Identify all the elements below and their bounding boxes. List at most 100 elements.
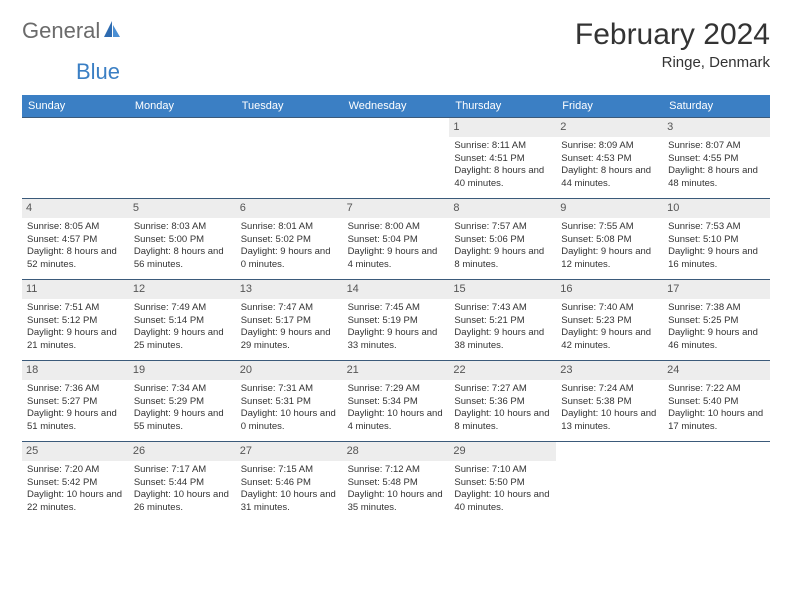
day-number: 1 — [449, 118, 556, 137]
day-number: 18 — [22, 361, 129, 380]
daylight-line: Daylight: 10 hours and 40 minutes. — [454, 489, 551, 515]
sunset-line: Sunset: 5:44 PM — [134, 477, 231, 490]
day-number: 4 — [22, 199, 129, 218]
day-info: Sunrise: 7:24 AMSunset: 5:38 PMDaylight:… — [561, 383, 658, 434]
day-cell: 21Sunrise: 7:29 AMSunset: 5:34 PMDayligh… — [343, 361, 450, 441]
sunrise-line: Sunrise: 8:11 AM — [454, 140, 551, 153]
sunrise-line: Sunrise: 7:38 AM — [668, 302, 765, 315]
day-info: Sunrise: 7:40 AMSunset: 5:23 PMDaylight:… — [561, 302, 658, 353]
day-info: Sunrise: 7:22 AMSunset: 5:40 PMDaylight:… — [668, 383, 765, 434]
day-header-cell: Monday — [129, 95, 236, 117]
daylight-line: Daylight: 10 hours and 13 minutes. — [561, 408, 658, 434]
daylight-line: Daylight: 10 hours and 31 minutes. — [241, 489, 338, 515]
empty-day-cell — [129, 118, 236, 198]
day-number: 28 — [343, 442, 450, 461]
sunrise-line: Sunrise: 7:51 AM — [27, 302, 124, 315]
sunrise-line: Sunrise: 7:15 AM — [241, 464, 338, 477]
sunset-line: Sunset: 5:06 PM — [454, 234, 551, 247]
day-cell: 7Sunrise: 8:00 AMSunset: 5:04 PMDaylight… — [343, 199, 450, 279]
sunset-line: Sunset: 5:19 PM — [348, 315, 445, 328]
day-number: 3 — [663, 118, 770, 137]
day-cell: 23Sunrise: 7:24 AMSunset: 5:38 PMDayligh… — [556, 361, 663, 441]
day-cell: 26Sunrise: 7:17 AMSunset: 5:44 PMDayligh… — [129, 442, 236, 522]
day-info: Sunrise: 7:38 AMSunset: 5:25 PMDaylight:… — [668, 302, 765, 353]
day-info: Sunrise: 7:57 AMSunset: 5:06 PMDaylight:… — [454, 221, 551, 272]
sunset-line: Sunset: 5:21 PM — [454, 315, 551, 328]
day-info: Sunrise: 7:20 AMSunset: 5:42 PMDaylight:… — [27, 464, 124, 515]
day-info: Sunrise: 8:11 AMSunset: 4:51 PMDaylight:… — [454, 140, 551, 191]
day-cell: 14Sunrise: 7:45 AMSunset: 5:19 PMDayligh… — [343, 280, 450, 360]
day-cell: 4Sunrise: 8:05 AMSunset: 4:57 PMDaylight… — [22, 199, 129, 279]
sunrise-line: Sunrise: 8:07 AM — [668, 140, 765, 153]
sunrise-line: Sunrise: 7:34 AM — [134, 383, 231, 396]
daylight-line: Daylight: 10 hours and 17 minutes. — [668, 408, 765, 434]
day-info: Sunrise: 8:00 AMSunset: 5:04 PMDaylight:… — [348, 221, 445, 272]
daylight-line: Daylight: 10 hours and 8 minutes. — [454, 408, 551, 434]
day-info: Sunrise: 8:09 AMSunset: 4:53 PMDaylight:… — [561, 140, 658, 191]
sunrise-line: Sunrise: 7:43 AM — [454, 302, 551, 315]
day-info: Sunrise: 7:53 AMSunset: 5:10 PMDaylight:… — [668, 221, 765, 272]
day-info: Sunrise: 7:31 AMSunset: 5:31 PMDaylight:… — [241, 383, 338, 434]
daylight-line: Daylight: 10 hours and 26 minutes. — [134, 489, 231, 515]
day-number: 13 — [236, 280, 343, 299]
day-number: 8 — [449, 199, 556, 218]
empty-day-cell — [556, 442, 663, 522]
day-info: Sunrise: 8:01 AMSunset: 5:02 PMDaylight:… — [241, 221, 338, 272]
day-info: Sunrise: 7:12 AMSunset: 5:48 PMDaylight:… — [348, 464, 445, 515]
day-cell: 29Sunrise: 7:10 AMSunset: 5:50 PMDayligh… — [449, 442, 556, 522]
daylight-line: Daylight: 8 hours and 48 minutes. — [668, 165, 765, 191]
daylight-line: Daylight: 10 hours and 22 minutes. — [27, 489, 124, 515]
day-header-cell: Tuesday — [236, 95, 343, 117]
day-number: 9 — [556, 199, 663, 218]
sunrise-line: Sunrise: 7:47 AM — [241, 302, 338, 315]
sunset-line: Sunset: 5:31 PM — [241, 396, 338, 409]
day-number: 16 — [556, 280, 663, 299]
sunrise-line: Sunrise: 7:17 AM — [134, 464, 231, 477]
sunset-line: Sunset: 5:34 PM — [348, 396, 445, 409]
daylight-line: Daylight: 10 hours and 4 minutes. — [348, 408, 445, 434]
sunrise-line: Sunrise: 7:22 AM — [668, 383, 765, 396]
sunrise-line: Sunrise: 7:57 AM — [454, 221, 551, 234]
sunset-line: Sunset: 5:04 PM — [348, 234, 445, 247]
sunrise-line: Sunrise: 7:12 AM — [348, 464, 445, 477]
sunset-line: Sunset: 4:51 PM — [454, 153, 551, 166]
day-cell: 17Sunrise: 7:38 AMSunset: 5:25 PMDayligh… — [663, 280, 770, 360]
daylight-line: Daylight: 8 hours and 52 minutes. — [27, 246, 124, 272]
week-row: 4Sunrise: 8:05 AMSunset: 4:57 PMDaylight… — [22, 198, 770, 279]
day-info: Sunrise: 7:29 AMSunset: 5:34 PMDaylight:… — [348, 383, 445, 434]
daylight-line: Daylight: 8 hours and 40 minutes. — [454, 165, 551, 191]
daylight-line: Daylight: 9 hours and 21 minutes. — [27, 327, 124, 353]
day-cell: 8 Sunrise: 7:57 AMSunset: 5:06 PMDaylight… — [449, 199, 556, 279]
sunset-line: Sunset: 4:55 PM — [668, 153, 765, 166]
day-number: 12 — [129, 280, 236, 299]
daylight-line: Daylight: 9 hours and 33 minutes. — [348, 327, 445, 353]
day-number: 6 — [236, 199, 343, 218]
day-cell: 20Sunrise: 7:31 AMSunset: 5:31 PMDayligh… — [236, 361, 343, 441]
day-cell: 10 Sunrise: 7:53 AMSunset: 5:10 PMDayligh… — [663, 199, 770, 279]
empty-day-cell — [343, 118, 450, 198]
sunset-line: Sunset: 5:17 PM — [241, 315, 338, 328]
day-number: 24 — [663, 361, 770, 380]
day-header-cell: Saturday — [663, 95, 770, 117]
daylight-line: Daylight: 10 hours and 35 minutes. — [348, 489, 445, 515]
sunrise-line: Sunrise: 8:05 AM — [27, 221, 124, 234]
sunset-line: Sunset: 5:48 PM — [348, 477, 445, 490]
empty-day-cell — [236, 118, 343, 198]
day-info: Sunrise: 7:55 AMSunset: 5:08 PMDaylight:… — [561, 221, 658, 272]
logo-text-general: General — [22, 18, 100, 44]
sunrise-line: Sunrise: 7:10 AM — [454, 464, 551, 477]
day-header-cell: Wednesday — [343, 95, 450, 117]
day-header-cell: Sunday — [22, 95, 129, 117]
day-info: Sunrise: 7:47 AMSunset: 5:17 PMDaylight:… — [241, 302, 338, 353]
day-cell: 27Sunrise: 7:15 AMSunset: 5:46 PMDayligh… — [236, 442, 343, 522]
day-cell: 12Sunrise: 7:49 AMSunset: 5:14 PMDayligh… — [129, 280, 236, 360]
sunset-line: Sunset: 5:38 PM — [561, 396, 658, 409]
sunrise-line: Sunrise: 8:01 AM — [241, 221, 338, 234]
daylight-line: Daylight: 9 hours and 46 minutes. — [668, 327, 765, 353]
day-number: 10 — [663, 199, 770, 218]
sunset-line: Sunset: 5:23 PM — [561, 315, 658, 328]
daylight-line: Daylight: 10 hours and 0 minutes. — [241, 408, 338, 434]
day-number: 27 — [236, 442, 343, 461]
day-cell: 13 Sunrise: 7:47 AMSunset: 5:17 PMDayligh… — [236, 280, 343, 360]
sunrise-line: Sunrise: 7:20 AM — [27, 464, 124, 477]
